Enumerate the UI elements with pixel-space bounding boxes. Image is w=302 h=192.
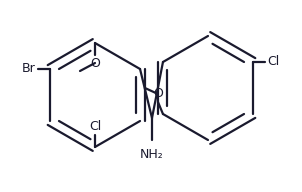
- Text: NH₂: NH₂: [140, 148, 164, 161]
- Text: O: O: [153, 87, 163, 100]
- Text: Cl: Cl: [89, 120, 101, 133]
- Text: O: O: [90, 57, 100, 70]
- Text: Cl: Cl: [267, 55, 279, 69]
- Text: Br: Br: [22, 63, 36, 75]
